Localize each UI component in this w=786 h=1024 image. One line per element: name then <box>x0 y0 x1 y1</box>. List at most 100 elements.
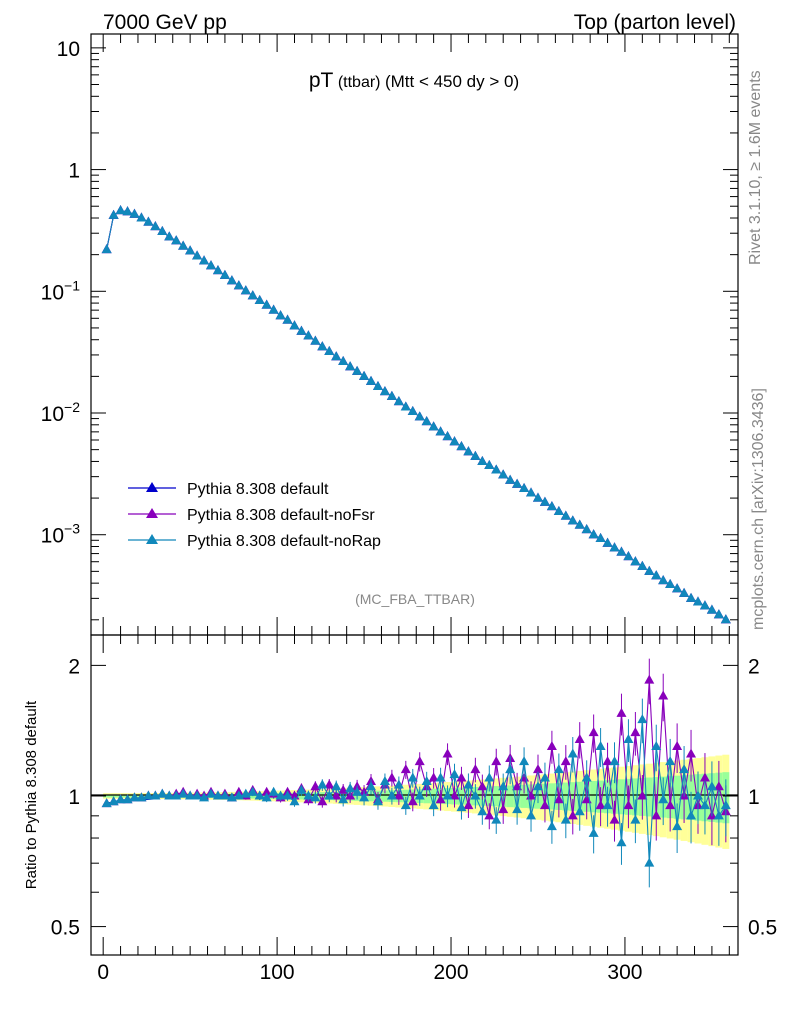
ratio-series-marker-1 <box>692 790 703 800</box>
series-marker-2 <box>456 441 467 451</box>
series-marker-2 <box>713 609 724 619</box>
ratio-series-marker-1 <box>261 792 272 802</box>
ratio-series-marker-0 <box>644 674 655 684</box>
ratio-series-marker-1 <box>658 794 669 804</box>
band-inner <box>590 780 598 813</box>
x-tick-label: 300 <box>607 961 642 984</box>
ratio-series-marker-0 <box>414 756 425 766</box>
series-marker-2 <box>581 524 592 534</box>
band-inner <box>485 786 493 807</box>
series-marker-2 <box>539 496 550 506</box>
series-marker-2 <box>331 351 342 361</box>
ratio-series-marker-1 <box>275 790 286 800</box>
ratio-series-marker-0 <box>574 733 585 743</box>
x-axis-ticks <box>102 34 730 955</box>
series-marker-2 <box>317 341 328 351</box>
ratio-series-marker-1 <box>247 786 258 796</box>
ratio-series-marks <box>101 658 731 888</box>
ratio-series-marker-1 <box>199 792 210 802</box>
series-marker-2 <box>699 600 710 610</box>
series-marker-2 <box>136 212 147 222</box>
ratio-series-marker-1 <box>317 779 328 789</box>
ratio-series-marker-1 <box>310 792 321 802</box>
ratio-series-marker-1 <box>386 790 397 800</box>
band-inner <box>402 789 410 803</box>
ratio-series-marker-1 <box>428 800 439 810</box>
ratio-series-marker-1 <box>720 800 731 810</box>
series-marker-2 <box>206 260 217 270</box>
ratio-series-marker-1 <box>393 779 404 789</box>
ratio-series-marker-1 <box>359 792 370 802</box>
series-marker-2 <box>122 206 133 216</box>
ratio-series-marker-0 <box>665 800 676 810</box>
ratio-y-tick-labels: 2 2 1 1 0.5 0.5 <box>51 655 777 939</box>
ratio-series-marker-1 <box>435 772 446 782</box>
rivet-label: Rivet 3.1.10, ≥ 1.6M events <box>747 70 764 265</box>
ratio-series-marker-1 <box>296 784 307 794</box>
ratio-series-marker-1 <box>498 781 509 791</box>
series-marker-2 <box>407 405 418 415</box>
series-marker-2 <box>101 244 112 254</box>
series-marker-2 <box>679 587 690 597</box>
series-marker-2 <box>630 556 641 566</box>
ratio-series-marker-0 <box>546 741 557 751</box>
series-marker-2 <box>574 519 585 529</box>
ratio-series-marker-1 <box>546 821 557 831</box>
ratio-series-marker-1 <box>268 786 279 796</box>
main-y-tick-label: 1 <box>68 160 80 183</box>
ratio-series-marker-0 <box>651 810 662 820</box>
ratio-series-marker-0 <box>630 727 641 737</box>
title-rest: (Mtt < 450 dy > 0) <box>385 72 519 91</box>
series-marker-2 <box>546 501 557 511</box>
ratio-series-marker-1 <box>553 764 564 774</box>
ratio-series-marker-0 <box>602 756 613 766</box>
band-inner <box>297 792 305 800</box>
main-y-ticks <box>91 47 738 621</box>
ratio-series-marker-1 <box>491 814 502 824</box>
ratio-series-marker-1 <box>407 772 418 782</box>
ratio-series-marker-0 <box>400 764 411 774</box>
series-marker-2 <box>553 506 564 516</box>
series-marker-2 <box>512 478 523 488</box>
series-marker-2 <box>658 575 669 585</box>
ratio-series-marker-0 <box>449 790 460 800</box>
series-marker-2 <box>379 386 390 396</box>
ratio-series-marker-1 <box>212 790 223 800</box>
series-marker-2 <box>498 469 509 479</box>
ratio-frame <box>90 634 739 956</box>
series-marker-2 <box>192 250 203 260</box>
main-y-tick-label: 10 <box>57 38 80 61</box>
series-marker-2 <box>463 446 474 456</box>
series-marker-2 <box>254 295 265 305</box>
ratio-series-marker-0 <box>686 748 697 758</box>
ratio-series-marker-1 <box>289 796 300 806</box>
ratio-series-marker-1 <box>595 741 606 751</box>
ratio-series-marker-0 <box>491 756 502 766</box>
ratio-series-marker-0 <box>658 690 669 700</box>
series-marker-2 <box>602 537 613 547</box>
ratio-series-marker-0 <box>456 772 467 782</box>
series-line-0 <box>106 210 727 621</box>
series-marker-2 <box>449 436 460 446</box>
ratio-series-marker-1 <box>637 714 648 724</box>
ratio-series-marker-1 <box>602 800 613 810</box>
series-marker-2 <box>240 285 251 295</box>
series-marker-2 <box>185 245 196 255</box>
series-marker-2 <box>393 396 404 406</box>
series-marker-2 <box>665 578 676 588</box>
series-marker-2 <box>261 299 272 309</box>
plot-title: pT (ttbar) (Mtt < 450 dy > 0) <box>309 69 519 92</box>
legend-label-nofsr: Pythia 8.308 default-noFsr <box>187 507 375 524</box>
band-inner <box>492 786 500 807</box>
ratio-series-marker-1 <box>400 800 411 810</box>
ratio-series-marker-1 <box>713 810 724 820</box>
x-tick-label: 100 <box>260 961 295 984</box>
ratio-y-ticks <box>91 664 738 928</box>
series-marker-2 <box>150 221 161 231</box>
series-marker-2 <box>616 546 627 556</box>
ratio-series-marker-0 <box>331 790 342 800</box>
ratio-y-tick-label-left: 0.5 <box>51 917 80 940</box>
series-marker-2 <box>720 614 731 624</box>
ratio-series-marker-0 <box>609 814 620 824</box>
ratio-series-marker-1 <box>644 857 655 867</box>
